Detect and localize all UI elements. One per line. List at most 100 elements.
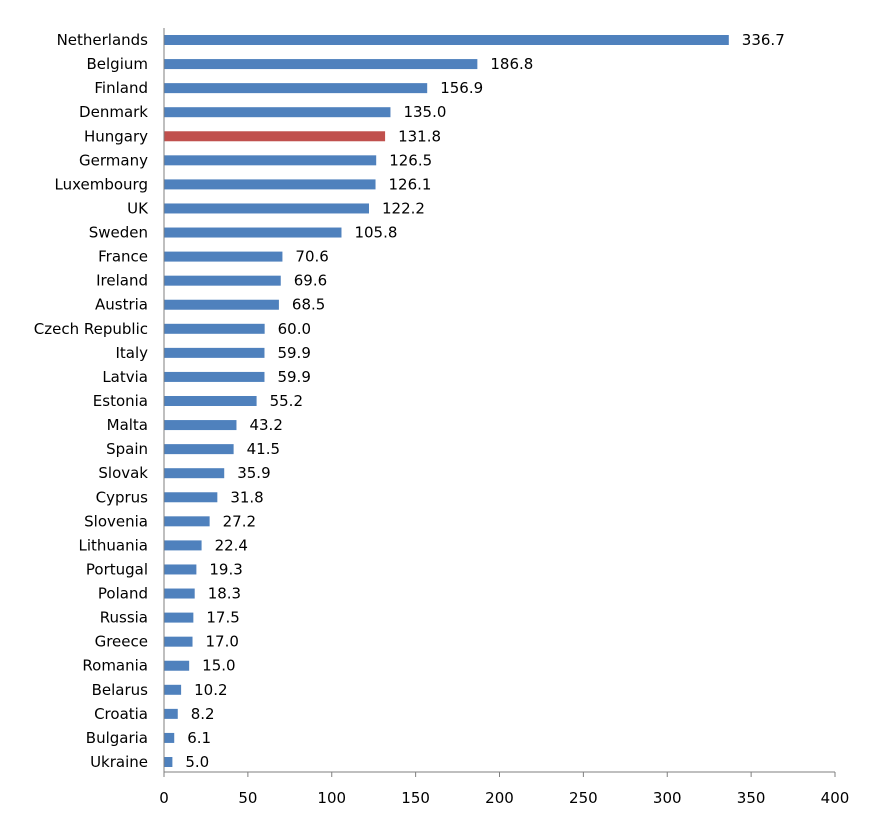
value-label-germany: 126.5	[389, 151, 432, 169]
category-label-cyprus: Cyprus	[96, 488, 149, 506]
category-label-italy: Italy	[115, 344, 148, 362]
value-label-belarus: 10.2	[194, 681, 227, 699]
value-label-france: 70.6	[295, 248, 328, 266]
bar-estonia	[164, 396, 257, 406]
value-label-romania: 15.0	[202, 657, 235, 675]
category-label-hungary: Hungary	[84, 127, 148, 145]
category-label-slovenia: Slovenia	[84, 512, 148, 530]
x-tick-label-350: 350	[737, 789, 766, 807]
category-label-spain: Spain	[106, 440, 148, 458]
value-label-portugal: 19.3	[209, 560, 242, 578]
category-label-latvia: Latvia	[102, 368, 148, 386]
value-label-greece: 17.0	[206, 633, 239, 651]
category-label-poland: Poland	[98, 585, 148, 603]
category-label-malta: Malta	[107, 416, 148, 434]
category-label-luxembourg: Luxembourg	[55, 175, 149, 193]
value-label-croatia: 8.2	[191, 705, 215, 723]
category-label-uk: UK	[127, 199, 149, 217]
category-label-sweden: Sweden	[89, 224, 148, 242]
category-label-ukraine: Ukraine	[90, 753, 148, 771]
bar-poland	[164, 588, 195, 599]
bar-czech-republic	[164, 323, 265, 334]
category-label-bulgaria: Bulgaria	[86, 729, 148, 747]
bar-cyprus	[164, 492, 218, 503]
bar-slovak	[164, 468, 225, 479]
bar-italy	[164, 347, 265, 358]
bar-malta	[164, 420, 237, 431]
value-label-austria: 68.5	[292, 296, 325, 314]
value-label-estonia: 55.2	[270, 392, 303, 410]
value-label-belgium: 186.8	[490, 55, 533, 73]
category-label-netherlands: Netherlands	[57, 31, 149, 49]
value-label-hungary: 131.8	[398, 127, 441, 145]
category-label-russia: Russia	[100, 609, 148, 627]
bar-hungary	[164, 131, 386, 142]
value-label-spain: 41.5	[247, 440, 280, 458]
category-label-czech-republic: Czech Republic	[34, 320, 148, 338]
value-label-netherlands: 336.7	[742, 31, 785, 49]
bar-germany	[164, 155, 377, 166]
bar-romania	[164, 660, 190, 671]
x-tick-label-200: 200	[485, 789, 514, 807]
x-tick-label-400: 400	[821, 789, 850, 807]
category-label-estonia: Estonia	[93, 392, 148, 410]
bar-bulgaria	[164, 732, 175, 743]
value-label-czech-republic: 60.0	[278, 320, 311, 338]
bar-sweden	[164, 227, 342, 238]
x-tick-label-250: 250	[569, 789, 598, 807]
bar-ukraine	[164, 757, 173, 767]
value-label-uk: 122.2	[382, 199, 425, 217]
bar-croatia	[164, 708, 178, 719]
category-label-croatia: Croatia	[94, 705, 148, 723]
category-labels: Netherlands Belgium Finland Denmark Hungary G…	[34, 31, 149, 771]
category-label-romania: Romania	[82, 657, 148, 675]
value-label-malta: 43.2	[249, 416, 282, 434]
bar-france	[164, 251, 283, 262]
value-label-poland: 18.3	[208, 585, 241, 603]
x-tick-label-50: 50	[238, 789, 257, 807]
value-label-sweden: 105.8	[354, 224, 397, 242]
category-label-belarus: Belarus	[92, 681, 149, 699]
category-label-belgium: Belgium	[87, 55, 149, 73]
bar-uk	[164, 203, 369, 214]
bar-portugal	[164, 564, 197, 575]
bar-belgium	[164, 59, 478, 70]
category-label-ireland: Ireland	[96, 272, 148, 290]
bars-group	[164, 35, 729, 767]
category-label-portugal: Portugal	[86, 560, 148, 578]
value-label-finland: 156.9	[440, 79, 483, 97]
value-label-denmark: 135.0	[403, 103, 446, 121]
x-tick-label-0: 0	[159, 789, 169, 807]
x-axis-ticks: 0 50 100 150 200 250 300 350 400	[159, 772, 849, 807]
x-tick-label-300: 300	[653, 789, 682, 807]
value-label-italy: 59.9	[277, 344, 310, 362]
x-tick-label-100: 100	[317, 789, 346, 807]
value-label-ukraine: 5.0	[185, 753, 209, 771]
bar-spain	[164, 444, 234, 455]
bar-greece	[164, 636, 193, 647]
category-label-france: France	[98, 248, 148, 266]
bar-luxembourg	[164, 179, 376, 190]
value-label-ireland: 69.6	[294, 272, 327, 290]
bar-finland	[164, 83, 428, 94]
bar-russia	[164, 612, 194, 623]
bar-austria	[164, 299, 279, 310]
value-label-slovenia: 27.2	[223, 512, 256, 530]
bar-netherlands	[164, 35, 729, 45]
category-label-slovak: Slovak	[98, 464, 148, 482]
category-label-denmark: Denmark	[79, 103, 148, 121]
bar-denmark	[164, 107, 391, 118]
value-label-slovak: 35.9	[237, 464, 270, 482]
bar-slovenia	[164, 516, 210, 527]
bar-lithuania	[164, 540, 202, 551]
value-label-lithuania: 22.4	[215, 536, 248, 554]
value-label-bulgaria: 6.1	[187, 729, 211, 747]
value-label-cyprus: 31.8	[230, 488, 263, 506]
value-label-russia: 17.5	[206, 609, 239, 627]
category-label-finland: Finland	[94, 79, 148, 97]
bar-belarus	[164, 684, 182, 695]
category-label-lithuania: Lithuania	[79, 536, 148, 554]
value-label-luxembourg: 126.1	[389, 175, 432, 193]
category-label-austria: Austria	[95, 296, 148, 314]
